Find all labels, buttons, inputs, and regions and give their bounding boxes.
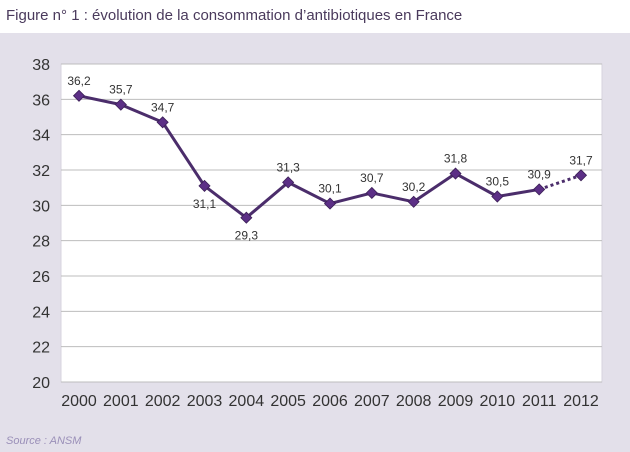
data-labels: 36,2 35,7 34,7 31,1 29,3 31,3 30,1 30,7 30,2 31,8… — [67, 74, 593, 243]
y-tick-label-34: 34 — [32, 128, 50, 145]
data-point-2003 — [198, 179, 211, 192]
data-point-2005 — [282, 176, 295, 189]
data-label-2002: 34,7 — [151, 100, 175, 114]
data-label-2001: 35,7 — [109, 83, 133, 97]
data-point-2012 — [574, 169, 588, 182]
data-label-2012: 31,7 — [569, 153, 593, 167]
y-tick-label-20: 20 — [32, 375, 50, 392]
data-label-2010: 30,5 — [486, 175, 510, 189]
data-point-2001 — [114, 98, 127, 111]
data-point-2006 — [323, 197, 337, 210]
data-label-2005: 31,3 — [276, 160, 300, 174]
data-point-2011 — [533, 183, 546, 196]
x-tick-label-2002: 2002 — [145, 393, 181, 410]
x-axis-tick-labels: 2000 2001 2002 2003 2004 2005 2006 2007 2008 2009… — [61, 393, 599, 410]
data-point-2002 — [156, 116, 169, 129]
x-tick-label-2009: 2009 — [438, 393, 474, 410]
data-point-2008 — [407, 195, 420, 208]
source-note: Source : ANSM — [6, 435, 82, 447]
data-label-2009: 31,8 — [444, 152, 468, 166]
plot-area — [60, 63, 603, 383]
y-tick-label-28: 28 — [32, 234, 50, 251]
x-tick-label-2012: 2012 — [563, 393, 599, 410]
series-line — [78, 94, 582, 220]
x-tick-label-2006: 2006 — [312, 393, 348, 410]
series-line-dashed — [538, 173, 582, 191]
y-tick-label-26: 26 — [32, 269, 50, 286]
y-tick-label-30: 30 — [32, 198, 50, 215]
series-markers — [72, 89, 588, 224]
x-tick-label-2011: 2011 — [522, 393, 557, 410]
data-label-2004: 29,3 — [235, 229, 259, 243]
data-label-2006: 30,1 — [318, 182, 342, 196]
data-point-2010 — [491, 190, 504, 203]
data-label-2011: 30,9 — [527, 167, 551, 181]
x-tick-label-2004: 2004 — [229, 393, 265, 410]
y-tick-label-36: 36 — [32, 92, 50, 109]
y-tick-label-38: 38 — [32, 57, 50, 74]
data-label-2003: 31,1 — [193, 197, 217, 211]
data-point-2000 — [72, 89, 86, 102]
series-line-solid — [78, 94, 540, 220]
data-label-2008: 30,2 — [402, 180, 426, 194]
x-tick-label-2007: 2007 — [354, 393, 390, 410]
data-label-2007: 30,7 — [360, 171, 384, 185]
x-tick-label-2001: 2001 — [103, 393, 139, 410]
data-point-2004 — [240, 211, 253, 224]
x-tick-label-2008: 2008 — [396, 393, 432, 410]
x-tick-label-2000: 2000 — [61, 393, 97, 410]
y-tick-label-22: 22 — [32, 340, 50, 357]
figure-title: Figure n° 1 : évolution de la consommati… — [6, 7, 463, 24]
y-tick-label-32: 32 — [32, 163, 50, 180]
data-point-2007 — [365, 186, 378, 200]
x-tick-label-2010: 2010 — [480, 393, 516, 410]
data-label-2000: 36,2 — [67, 74, 91, 88]
y-tick-label-24: 24 — [32, 304, 50, 321]
y-axis-tick-labels: 20 22 24 26 28 30 32 34 36 38 — [32, 57, 50, 392]
x-tick-label-2005: 2005 — [270, 393, 306, 410]
data-point-2009 — [449, 167, 462, 180]
x-tick-label-2003: 2003 — [187, 393, 223, 410]
